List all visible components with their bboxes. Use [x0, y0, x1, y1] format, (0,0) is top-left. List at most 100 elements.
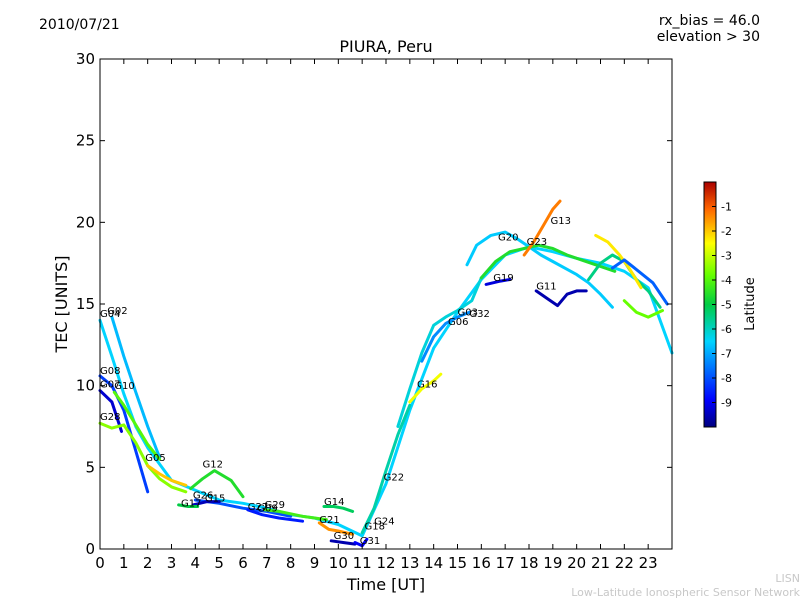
- x-tick-label: 21: [591, 554, 610, 572]
- sat-label-g07: G07: [100, 379, 120, 390]
- sat-label-g02: G02: [107, 306, 127, 317]
- x-tick-label: 8: [286, 554, 296, 572]
- trace-g24: [594, 233, 643, 290]
- x-tick-label: 19: [543, 554, 562, 572]
- x-tick-label: 7: [262, 554, 272, 572]
- trace-g18: [622, 299, 664, 319]
- x-tick-label: 0: [95, 554, 105, 572]
- chart-title: PIURA, Peru: [339, 37, 433, 56]
- y-tick-label: 10: [76, 377, 95, 395]
- y-tick-label: 15: [76, 295, 95, 313]
- y-tick-label: 25: [76, 132, 95, 150]
- trace-g13: [522, 199, 562, 257]
- x-tick-label: 14: [424, 554, 443, 572]
- footer: LISN Low-Latitude Ionospheric Sensor Net…: [571, 572, 800, 600]
- trace-g21: [317, 521, 355, 536]
- sat-label-g14: G14: [324, 497, 344, 508]
- trace-g20: [465, 230, 614, 309]
- trace-g16: [408, 372, 443, 404]
- date-label: 2010/07/21: [39, 17, 120, 33]
- y-tick-label: 30: [76, 50, 95, 68]
- trace-g22: [360, 403, 412, 535]
- footer-network-name: Low-Latitude Ionospheric Sensor Network: [571, 586, 800, 599]
- trace-g08: [98, 374, 150, 494]
- trace-g23: [479, 243, 617, 280]
- trace-g28: [98, 421, 188, 494]
- sat-label-g15: G15: [205, 494, 225, 505]
- colorbar-tick-label: -4: [721, 274, 732, 287]
- x-tick-label: 9: [310, 554, 320, 572]
- sat-label-g19: G19: [493, 273, 513, 284]
- sat-label-g23: G23: [527, 237, 547, 248]
- trace-g17: [177, 503, 200, 508]
- sat-label-g05: G05: [145, 453, 165, 464]
- trace-g19: [484, 278, 512, 286]
- sat-label-g24: G24: [374, 517, 394, 528]
- sat-label-g16: G16: [417, 379, 437, 390]
- sat-label-g10: G10: [114, 381, 134, 392]
- x-tick-label: 1: [119, 554, 129, 572]
- colorbar-tick-label: -8: [721, 372, 732, 385]
- x-tick-label: 15: [448, 554, 467, 572]
- trace-g30: [329, 539, 357, 546]
- x-tick-label: 18: [519, 554, 538, 572]
- sat-label-g20: G20: [498, 232, 518, 243]
- x-tick-label: 20: [567, 554, 586, 572]
- x-tick-label: 5: [214, 554, 224, 572]
- sat-label-g09: G09: [257, 503, 277, 514]
- sat-label-g08: G08: [100, 366, 120, 377]
- y-tick-label: 0: [85, 540, 95, 558]
- y-axis-label: TEC [UNITS]: [52, 256, 71, 354]
- colorbar-label: Latitude: [743, 277, 758, 331]
- x-axis: 0 1 2 3 4 5 6 7 8 9 10 11 12 13 14 15 16 17 18 19 20 21 22 23: [95, 59, 658, 572]
- sat-label-g17: G17: [181, 499, 201, 510]
- x-tick-label: 4: [191, 554, 201, 572]
- x-tick-label: 6: [238, 554, 248, 572]
- rx-bias-label: rx_bias = 46.0: [658, 13, 760, 29]
- sat-label-g28: G28: [100, 412, 120, 423]
- trace-g29: [263, 508, 328, 522]
- x-tick-label: 22: [615, 554, 634, 572]
- colorbar-tick-label: -9: [721, 397, 732, 410]
- x-tick-label: 12: [376, 554, 395, 572]
- trace-g02: [110, 315, 162, 459]
- colorbar-tick-label: -6: [721, 323, 732, 336]
- sat-label-g22: G22: [384, 472, 404, 483]
- trace-g12: [189, 469, 245, 499]
- parameter-info: rx_bias = 46.0 elevation > 30: [657, 13, 760, 45]
- sat-label-g13: G13: [551, 216, 571, 227]
- sat-label-g32: G32: [469, 309, 489, 320]
- y-axis: 0 5 10 15 20 25 30: [76, 50, 672, 558]
- x-tick-label: 2: [143, 554, 153, 572]
- trace-g05: [146, 464, 188, 487]
- sat-label-g06: G06: [448, 317, 468, 328]
- y-tick-label: 20: [76, 213, 95, 231]
- trace-g14: [322, 505, 355, 513]
- sat-label-g26: G26: [193, 490, 213, 501]
- trace-g11: [534, 289, 588, 308]
- trace-g03: [396, 276, 483, 428]
- trace-g26: [191, 500, 221, 507]
- colorbar-tick-label: -3: [721, 250, 732, 263]
- sat-label-g27: G27: [248, 502, 268, 513]
- x-tick-label: 16: [472, 554, 491, 572]
- colorbar-ticks: -1 -2 -3 -4 -5 -6 -7 -8 -9: [712, 201, 732, 410]
- sat-label-g12: G12: [203, 459, 223, 470]
- trace-layer: [98, 199, 674, 548]
- sat-label-g21: G21: [319, 515, 339, 526]
- trace-g27: [246, 508, 305, 523]
- sat-label-g30: G30: [334, 531, 354, 542]
- trace-g06: [420, 310, 471, 363]
- x-axis-label: Time [UT]: [346, 575, 425, 594]
- sat-label-g29: G29: [265, 500, 285, 511]
- x-tick-label: 17: [496, 554, 515, 572]
- sat-label-g31: G31: [360, 536, 380, 547]
- trace-g10: [112, 390, 162, 461]
- colorbar-tick-label: -7: [721, 348, 732, 361]
- x-tick-label: 10: [329, 554, 348, 572]
- trace-g07: [98, 389, 123, 433]
- y-tick-label: 5: [85, 458, 95, 476]
- sat-label-g18: G18: [365, 521, 385, 532]
- sat-label-g04: G04: [100, 309, 120, 320]
